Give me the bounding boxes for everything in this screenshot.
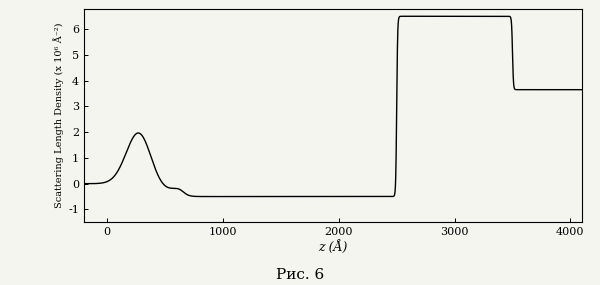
X-axis label: z (Å): z (Å) xyxy=(319,240,347,254)
Y-axis label: Scattering Length Density (x 10⁶ Å⁻²): Scattering Length Density (x 10⁶ Å⁻²) xyxy=(53,23,64,208)
Text: Рис. 6: Рис. 6 xyxy=(276,268,324,282)
